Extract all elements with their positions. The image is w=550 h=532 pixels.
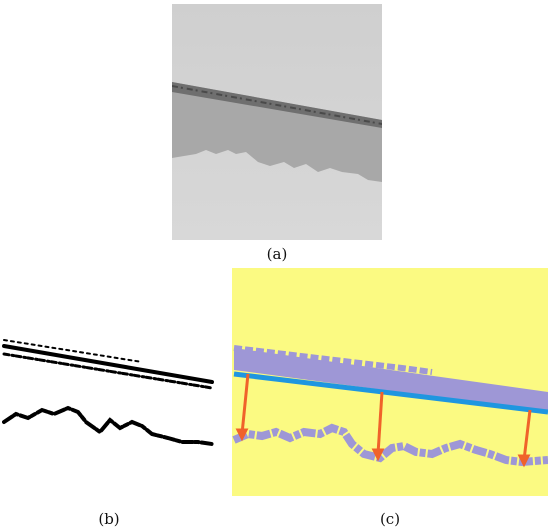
bottom-boundary-trace [2, 405, 214, 446]
caption-b: (b) [98, 510, 120, 528]
lower-layer [232, 423, 548, 467]
upper-layer [234, 348, 548, 412]
annotated-thickness-image [232, 268, 548, 496]
grayscale-radar-image [172, 4, 382, 240]
fit-line [233, 371, 548, 415]
top-boundary-trace [2, 339, 214, 390]
dark-layer-band [172, 82, 382, 182]
binary-boundary-image [2, 330, 214, 460]
thickness-arrows [235, 373, 532, 468]
caption-a: (a) [266, 245, 288, 263]
caption-c: (c) [379, 510, 401, 528]
